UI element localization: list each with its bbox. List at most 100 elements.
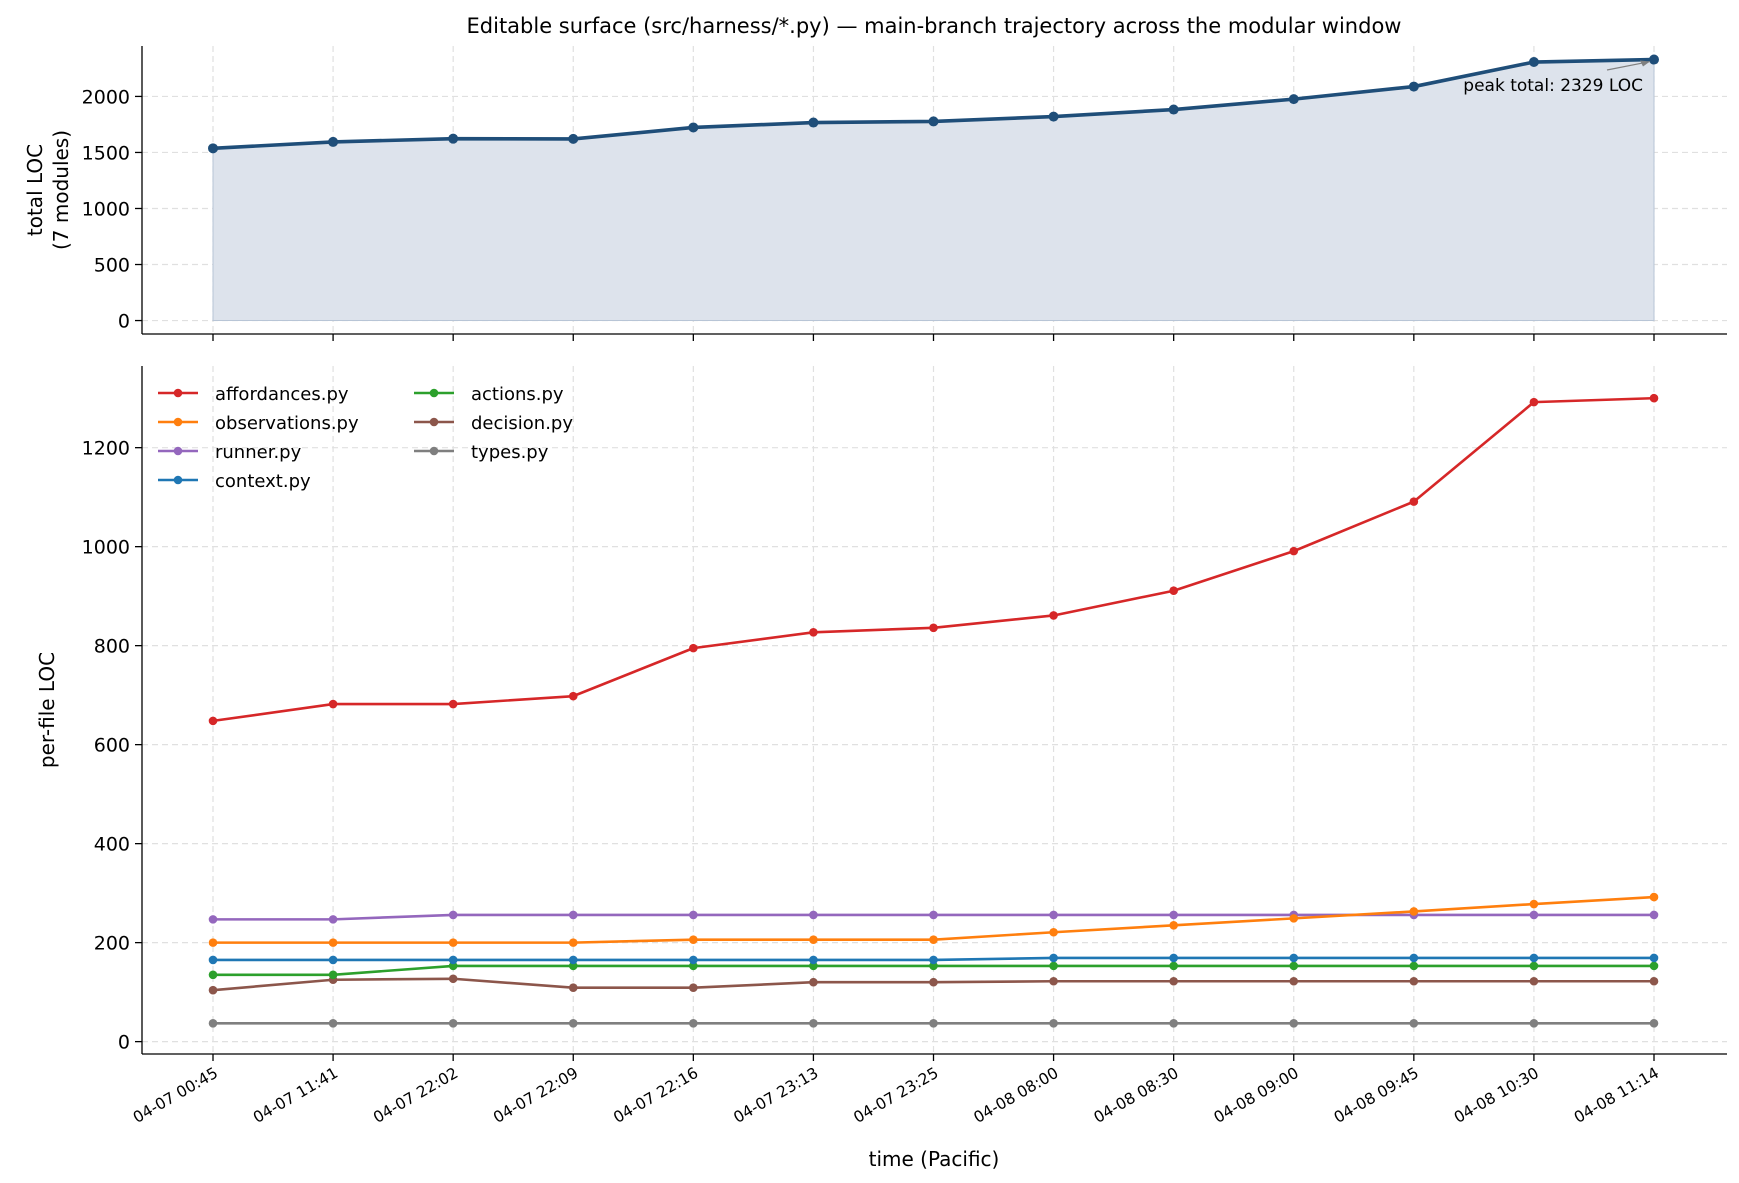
top-y-axis-label-line: (7 modules) [49, 130, 73, 250]
series-point-observations [1049, 927, 1058, 937]
series-point-types [1169, 1019, 1178, 1028]
series-point-context [328, 955, 338, 965]
series-point-context [1289, 953, 1299, 963]
bottom-y-tick-label: 600 [94, 735, 130, 757]
legend-item-runner: runner.py [158, 442, 302, 463]
x-tick-label: 04-07 23:13 [730, 1064, 821, 1127]
series-point-observations [568, 938, 578, 947]
series-point-affordances [1409, 497, 1419, 506]
series-point-runner [689, 910, 698, 920]
total-loc-point [448, 133, 459, 144]
x-tick-label: 04-08 09:45 [1331, 1064, 1422, 1127]
series-point-observations [929, 935, 938, 944]
series-point-affordances [328, 699, 338, 709]
series-point-context [1649, 953, 1659, 963]
series-point-decision [929, 977, 938, 987]
series-point-context [1529, 953, 1539, 963]
series-point-decision [208, 985, 218, 995]
series-point-affordances [448, 699, 458, 709]
series-point-observations [1289, 914, 1299, 923]
series-point-actions [929, 961, 938, 971]
series-point-context [1049, 953, 1058, 963]
series-point-actions [1649, 961, 1659, 971]
series-point-actions [1169, 961, 1178, 971]
legend-swatch-marker [173, 388, 183, 398]
series-point-actions [1409, 961, 1419, 971]
series-point-context [929, 955, 938, 965]
total-loc-point [1168, 104, 1179, 115]
series-point-observations [809, 935, 818, 944]
x-axis-label: time (Pacific) [869, 1147, 1000, 1171]
series-point-decision [448, 974, 458, 984]
series-point-types [568, 1019, 578, 1028]
series-point-context [689, 955, 698, 965]
series-point-actions [1289, 961, 1299, 971]
total-loc-point [208, 143, 218, 154]
series-point-decision [1289, 976, 1299, 986]
series-point-decision [1409, 976, 1419, 986]
top-y-tick-label: 0 [118, 311, 130, 333]
total-loc-point [808, 117, 819, 128]
total-loc-point [1408, 81, 1419, 92]
x-tick-label: 04-07 23:25 [851, 1064, 942, 1127]
series-point-affordances [809, 627, 818, 637]
series-point-runner [1049, 910, 1058, 920]
series-point-actions [208, 970, 218, 980]
top-y-axis-label: total LOC (7 modules) [23, 130, 73, 250]
x-tick-label: 04-08 10:30 [1451, 1064, 1542, 1127]
series-point-types [1649, 1019, 1659, 1028]
series-point-runner [208, 915, 218, 924]
bottom-y-axis-label: per-file LOC [35, 652, 59, 768]
bottom-y-tick-label: 1000 [82, 537, 130, 559]
x-tick-label: 04-08 08:00 [971, 1064, 1062, 1127]
series-point-context [208, 955, 218, 965]
total-loc-point [568, 133, 579, 144]
series-point-decision [1049, 976, 1058, 986]
peak-annotation-arrowhead [1640, 60, 1650, 67]
series-point-decision [1529, 976, 1539, 986]
series-point-actions [1049, 961, 1058, 971]
series-point-affordances [1169, 586, 1178, 596]
bottom-y-tick-label: 400 [94, 834, 130, 856]
total-loc-point [928, 116, 939, 127]
legend-label: context.py [215, 471, 311, 492]
legend-item-actions: actions.py [414, 384, 564, 405]
legend-label: types.py [471, 442, 549, 463]
legend-item-types: types.py [414, 442, 549, 463]
series-point-affordances [1049, 611, 1058, 620]
legend-item-observations: observations.py [158, 413, 359, 434]
series-point-types [1289, 1019, 1299, 1028]
series-point-runner [809, 910, 818, 920]
total-loc-point [1528, 57, 1539, 68]
series-point-context [1169, 953, 1178, 963]
legend-label: affordances.py [215, 384, 349, 405]
total-loc-point [1048, 111, 1059, 122]
bottom-y-tick-label: 800 [94, 636, 130, 658]
legend-swatch-marker [173, 446, 183, 456]
series-point-context [809, 955, 818, 965]
total-loc-point [328, 136, 339, 147]
series-point-runner [568, 910, 578, 920]
legend-label: observations.py [215, 413, 359, 434]
top-y-tick-label: 2000 [82, 86, 130, 108]
series-point-actions [448, 961, 458, 971]
total-loc-point [1288, 94, 1299, 105]
series-point-observations [208, 938, 218, 947]
series-point-observations [1529, 899, 1539, 909]
series-point-decision [689, 983, 698, 992]
bottom-y-tick-label: 200 [94, 933, 130, 955]
series-point-observations [1649, 892, 1659, 902]
bottom-panel-per-file-loc: 0 200 400 600 800 1000 1200 04-07 00:45 04-07 11… [35, 366, 1727, 1127]
series-point-decision [1649, 976, 1659, 986]
top-y-tick-label: 500 [94, 255, 130, 277]
series-point-affordances [929, 623, 938, 633]
legend-swatch-marker [173, 475, 183, 485]
series-point-types [689, 1019, 698, 1028]
x-tick-label: 04-08 11:14 [1571, 1064, 1662, 1127]
top-panel-total-loc: 0 500 1000 1500 2000 total LOC (7 modules) peak… [23, 46, 1727, 341]
x-tick-label: 04-07 11:41 [250, 1064, 341, 1127]
series-point-context [1409, 953, 1419, 963]
series-point-runner [929, 910, 938, 920]
